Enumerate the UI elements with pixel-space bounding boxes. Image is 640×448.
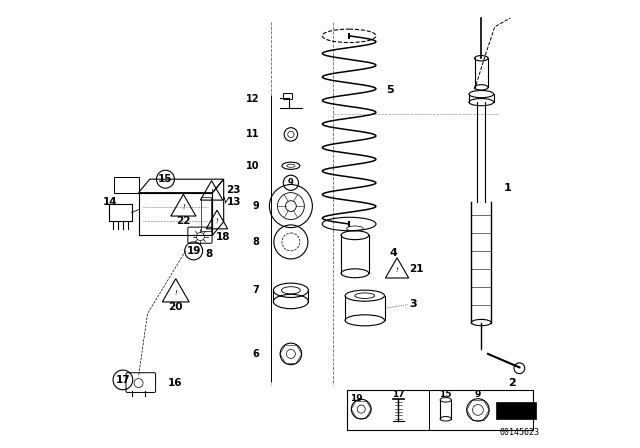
Text: !: !: [174, 289, 177, 296]
Text: 10: 10: [246, 161, 260, 171]
Text: !: !: [216, 218, 218, 224]
Text: 7: 7: [253, 285, 260, 295]
Bar: [201, 197, 211, 231]
Text: 6: 6: [253, 349, 260, 359]
Text: !: !: [182, 204, 185, 211]
Bar: [347, 390, 532, 430]
Text: 4: 4: [389, 248, 397, 258]
Text: 18: 18: [216, 233, 230, 242]
Text: 19: 19: [349, 394, 362, 403]
Bar: [138, 193, 212, 235]
Text: 22: 22: [176, 216, 191, 226]
Text: 9: 9: [288, 178, 294, 187]
Bar: [496, 402, 536, 419]
Text: 17: 17: [116, 375, 130, 385]
Text: !: !: [210, 190, 213, 195]
Text: 3: 3: [410, 299, 417, 309]
Text: 9: 9: [475, 390, 481, 399]
Text: 17: 17: [392, 390, 404, 399]
Text: 8: 8: [205, 250, 213, 259]
Text: 00145623: 00145623: [499, 428, 540, 437]
Text: 5: 5: [387, 85, 394, 95]
Text: 12: 12: [246, 94, 260, 103]
Text: 19: 19: [186, 246, 201, 256]
Text: 11: 11: [246, 129, 260, 139]
Text: 13: 13: [227, 198, 241, 207]
Bar: [109, 204, 132, 221]
Text: 16: 16: [168, 378, 182, 388]
Text: 23: 23: [226, 185, 241, 195]
Text: 2: 2: [508, 378, 516, 388]
Text: 21: 21: [410, 264, 424, 274]
Text: 14: 14: [102, 198, 117, 207]
Text: 15: 15: [158, 174, 173, 184]
Text: !: !: [396, 267, 399, 273]
Text: 8: 8: [253, 237, 260, 247]
Text: 20: 20: [168, 302, 183, 312]
Text: 1: 1: [504, 183, 511, 193]
Text: 15: 15: [440, 390, 452, 399]
Text: 9: 9: [253, 201, 260, 211]
